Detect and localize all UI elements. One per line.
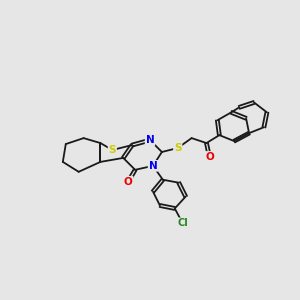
Text: S: S [174,143,182,153]
Text: O: O [124,177,133,187]
Text: Cl: Cl [177,218,188,228]
Text: S: S [109,145,116,155]
Text: N: N [148,161,157,171]
Text: O: O [205,152,214,162]
Text: N: N [146,135,154,145]
